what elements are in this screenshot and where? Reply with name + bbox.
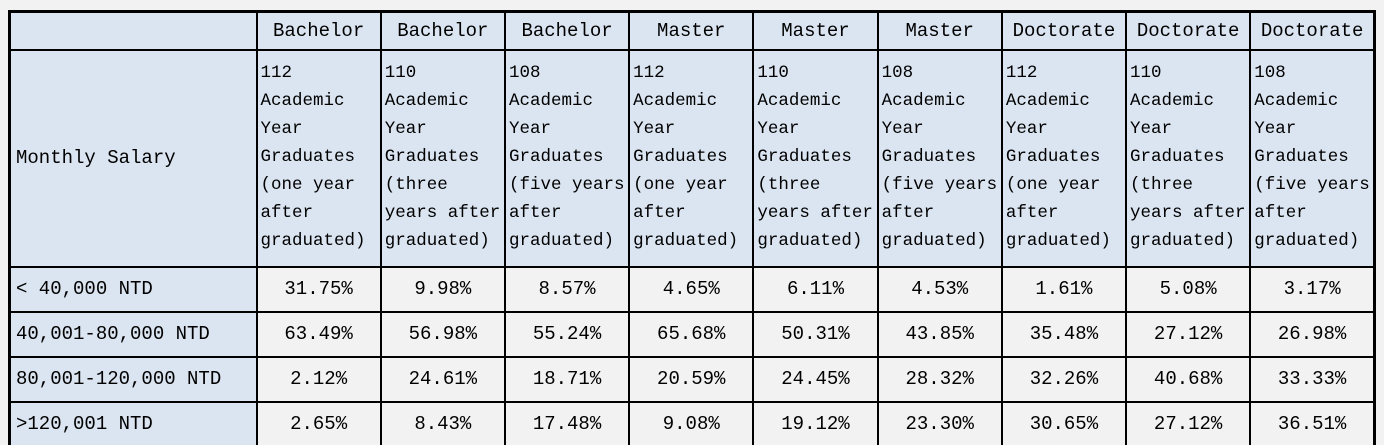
- value-cell: 28.32%: [876, 355, 1003, 403]
- value-cell: 24.61%: [379, 355, 506, 403]
- value-cell: 26.98%: [1249, 310, 1376, 358]
- value-cell: 31.75%: [255, 265, 382, 313]
- value-cell: 19.12%: [752, 400, 879, 445]
- cohort-header-cell: 110 Academic Year Graduates (three years…: [379, 48, 506, 268]
- value-cell: 40.68%: [1125, 355, 1252, 403]
- degree-header-cell: Doctorate: [1125, 10, 1252, 51]
- value-cell: 24.45%: [752, 355, 879, 403]
- table-row-over-120001: >120,001 NTD 2.65% 8.43% 17.48% 9.08% 19.12%…: [8, 400, 1376, 445]
- corner-cell: [8, 10, 258, 51]
- value-cell: 27.12%: [1125, 400, 1252, 445]
- value-cell: 4.65%: [628, 265, 755, 313]
- value-cell: 2.65%: [255, 400, 382, 445]
- cohort-header-cell: 110 Academic Year Graduates (three years…: [1125, 48, 1252, 268]
- value-cell: 50.31%: [752, 310, 879, 358]
- row-label: >120,001 NTD: [8, 400, 258, 445]
- cohort-header-cell: 108 Academic Year Graduates (five years …: [503, 48, 631, 268]
- degree-header-cell: Master: [876, 10, 1003, 51]
- row-label: 40,001-80,000 NTD: [8, 310, 258, 358]
- value-cell: 43.85%: [876, 310, 1003, 358]
- table-row-under-40000: < 40,000 NTD 31.75% 9.98% 8.57% 4.65% 6.11% 4…: [8, 265, 1376, 313]
- value-cell: 35.48%: [1000, 310, 1128, 358]
- value-cell: 8.43%: [379, 400, 506, 445]
- value-cell: 63.49%: [255, 310, 382, 358]
- value-cell: 36.51%: [1249, 400, 1376, 445]
- table-row-80001-120000: 80,001-120,000 NTD 2.12% 24.61% 18.71% 20.5…: [8, 355, 1376, 403]
- degree-header-cell: Bachelor: [503, 10, 631, 51]
- value-cell: 1.61%: [1000, 265, 1128, 313]
- value-cell: 9.08%: [628, 400, 755, 445]
- value-cell: 55.24%: [503, 310, 631, 358]
- value-cell: 27.12%: [1125, 310, 1252, 358]
- degree-header-cell: Bachelor: [379, 10, 506, 51]
- cohort-header-cell: 112 Academic Year Graduates (one year af…: [255, 48, 382, 268]
- value-cell: 32.26%: [1000, 355, 1128, 403]
- degree-header-cell: Doctorate: [1249, 10, 1376, 51]
- value-cell: 56.98%: [379, 310, 506, 358]
- value-cell: 8.57%: [503, 265, 631, 313]
- value-cell: 65.68%: [628, 310, 755, 358]
- degree-header-cell: Doctorate: [1000, 10, 1128, 51]
- value-cell: 2.12%: [255, 355, 382, 403]
- row-label: < 40,000 NTD: [8, 265, 258, 313]
- table-row-40001-80000: 40,001-80,000 NTD 63.49% 56.98% 55.24% 65.6…: [8, 310, 1376, 358]
- value-cell: 9.98%: [379, 265, 506, 313]
- salary-table: Bachelor Bachelor Bachelor Master Master Mast…: [8, 10, 1376, 445]
- value-cell: 17.48%: [503, 400, 631, 445]
- cohort-header-cell: 112 Academic Year Graduates (one year af…: [1000, 48, 1128, 268]
- row-label: 80,001-120,000 NTD: [8, 355, 258, 403]
- degree-header-cell: Bachelor: [255, 10, 382, 51]
- value-cell: 3.17%: [1249, 265, 1376, 313]
- cohort-header-cell: 112 Academic Year Graduates (one year af…: [628, 48, 755, 268]
- cohort-header-cell: 108 Academic Year Graduates (five years …: [876, 48, 1003, 268]
- cohort-header-cell: 110 Academic Year Graduates (three years…: [752, 48, 879, 268]
- cohort-header-cell: 108 Academic Year Graduates (five years …: [1249, 48, 1376, 268]
- degree-header-cell: Master: [628, 10, 755, 51]
- value-cell: 18.71%: [503, 355, 631, 403]
- value-cell: 33.33%: [1249, 355, 1376, 403]
- value-cell: 23.30%: [876, 400, 1003, 445]
- value-cell: 6.11%: [752, 265, 879, 313]
- value-cell: 20.59%: [628, 355, 755, 403]
- value-cell: 30.65%: [1000, 400, 1128, 445]
- value-cell: 4.53%: [876, 265, 1003, 313]
- monthly-salary-header: Monthly Salary: [8, 48, 258, 268]
- degree-header-row: Bachelor Bachelor Bachelor Master Master Mast…: [8, 10, 1376, 51]
- degree-header-cell: Master: [752, 10, 879, 51]
- cohort-header-row: Monthly Salary 112 Academic Year Graduat…: [8, 48, 1376, 268]
- value-cell: 5.08%: [1125, 265, 1252, 313]
